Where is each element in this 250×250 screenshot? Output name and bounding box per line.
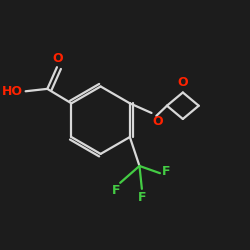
Text: O: O (153, 115, 163, 128)
Text: O: O (53, 52, 64, 65)
Text: F: F (162, 166, 171, 178)
Text: F: F (138, 191, 146, 204)
Text: HO: HO (2, 85, 23, 98)
Text: O: O (178, 76, 188, 89)
Text: F: F (112, 184, 121, 197)
